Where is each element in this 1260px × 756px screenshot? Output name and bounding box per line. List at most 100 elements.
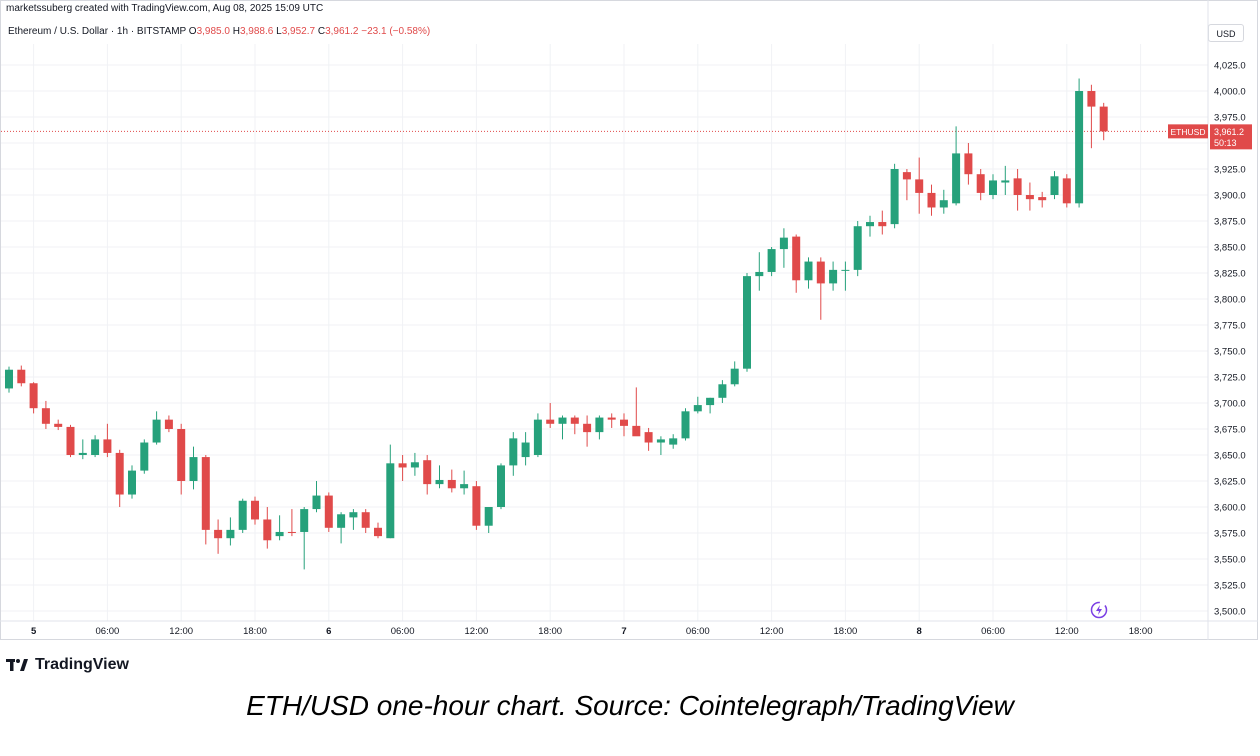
candle-body [251, 500, 259, 520]
candle-body [177, 429, 186, 481]
x-tick-label: 06:00 [96, 626, 120, 637]
candle-body [927, 192, 936, 208]
candle-body [201, 457, 210, 530]
ohlc-open: O3,985.0 [189, 26, 230, 37]
ohlc-high-label: H [232, 26, 240, 37]
candle-body [263, 519, 272, 541]
candle-body [570, 417, 579, 424]
chart-credit: marketssuberg created with TradingView.c… [6, 3, 324, 14]
x-tick-label: 06:00 [686, 626, 710, 637]
x-tick-label: 18:00 [538, 626, 562, 637]
candle-body [374, 527, 382, 537]
x-tick-label: 06:00 [981, 626, 1005, 637]
candle-body [755, 271, 764, 277]
candle-body [1001, 180, 1010, 183]
y-tick-label: 3,925.0 [1214, 165, 1246, 176]
replay-lightning-icon[interactable] [1090, 601, 1108, 619]
candle-body [509, 438, 518, 466]
ohlc-open-value: 3,985.0 [196, 26, 230, 37]
candle-body [17, 369, 26, 384]
currency-button[interactable]: USD [1208, 24, 1244, 42]
candle-body [460, 484, 469, 489]
candle-body [706, 397, 715, 406]
candle-body [484, 507, 493, 526]
candle-body [5, 369, 13, 389]
candle-body [632, 425, 641, 437]
candle-body [607, 417, 616, 420]
candle-body [1025, 195, 1034, 200]
candle-body [115, 452, 124, 495]
candle-body [779, 237, 788, 250]
candle-body [546, 419, 555, 424]
candle-body [472, 486, 481, 526]
candle-body [1013, 178, 1022, 195]
candle-body [620, 419, 628, 426]
y-tick-label: 3,900.0 [1214, 191, 1246, 202]
candle-body [164, 419, 173, 429]
y-tick-label: 3,800.0 [1214, 295, 1246, 306]
candle-body [103, 439, 112, 453]
candle-body [41, 408, 50, 424]
tradingview-logo: TradingView [6, 656, 129, 674]
candle-body [952, 153, 961, 204]
candle-body [595, 417, 604, 433]
candlestick-chart[interactable]: 3,500.0 3,525.0 3,550.0 3,575.0 3,600.0 3,625… [0, 0, 1260, 645]
candle-body [435, 479, 444, 485]
x-tick-label: 12:00 [760, 626, 784, 637]
ohlc-high: H3,988.6 [233, 26, 274, 37]
candle-body [730, 368, 739, 385]
candle-body [816, 261, 825, 284]
x-tick-label: 6 [326, 626, 331, 637]
candle-body [275, 531, 284, 537]
candle-body [644, 432, 653, 443]
candle-body [66, 426, 75, 455]
candle-body [890, 169, 899, 225]
candle-body [300, 509, 309, 532]
candle-body [287, 531, 296, 533]
candle-body [214, 529, 223, 539]
candle-body [238, 500, 247, 530]
price-change: −23.1 (−0.58%) [361, 26, 431, 37]
symbol-legend: Ethereum / U.S. Dollar · 1h · BITSTAMP O… [8, 26, 430, 37]
candle-body [423, 460, 432, 485]
candle-body [669, 438, 678, 445]
candle-body [521, 442, 530, 458]
candle-body [447, 479, 456, 489]
tradingview-logo-text: TradingView [35, 656, 129, 673]
price-tag-symbol: ETHUSD [1171, 127, 1206, 137]
candle-body [878, 222, 887, 227]
x-tick-label: 8 [917, 626, 922, 637]
candle-body [1038, 197, 1047, 201]
candle-body [361, 512, 370, 528]
candle-body [989, 180, 997, 195]
x-tick-label: 18:00 [243, 626, 267, 637]
figure-caption: ETH/USD one-hour chart. Source: Cointele… [246, 690, 1014, 721]
candle-body [902, 172, 911, 180]
y-tick-label: 3,550.0 [1214, 555, 1246, 566]
y-tick-label: 3,600.0 [1214, 503, 1246, 514]
price-tag-bg [1210, 124, 1252, 150]
y-tick-label: 3,725.0 [1214, 373, 1246, 384]
candle-body [398, 463, 407, 468]
y-tick-label: 3,875.0 [1214, 217, 1246, 228]
tradingview-logo-icon [6, 659, 28, 671]
y-tick-label: 3,775.0 [1214, 321, 1246, 332]
candle-body [312, 495, 321, 510]
y-tick-label: 3,525.0 [1214, 581, 1246, 592]
candle-body [410, 462, 419, 468]
y-tick-label: 3,500.0 [1214, 607, 1246, 618]
y-tick-label: 3,750.0 [1214, 347, 1246, 358]
ohlc-low-value: 3,952.7 [281, 26, 316, 37]
y-tick-label: 4,000.0 [1214, 87, 1246, 98]
candle-body [693, 405, 702, 412]
candle-body [140, 442, 149, 471]
candle-body [718, 384, 727, 398]
candle-body [743, 276, 751, 369]
candle-body [497, 465, 505, 507]
x-tick-label: 06:00 [391, 626, 415, 637]
price-tag-symbol-bg [1168, 124, 1208, 139]
candle-body [853, 226, 862, 270]
ohlc-high-value: 3,988.6 [239, 26, 274, 37]
candle-body [533, 419, 542, 455]
candle-body [804, 261, 813, 281]
